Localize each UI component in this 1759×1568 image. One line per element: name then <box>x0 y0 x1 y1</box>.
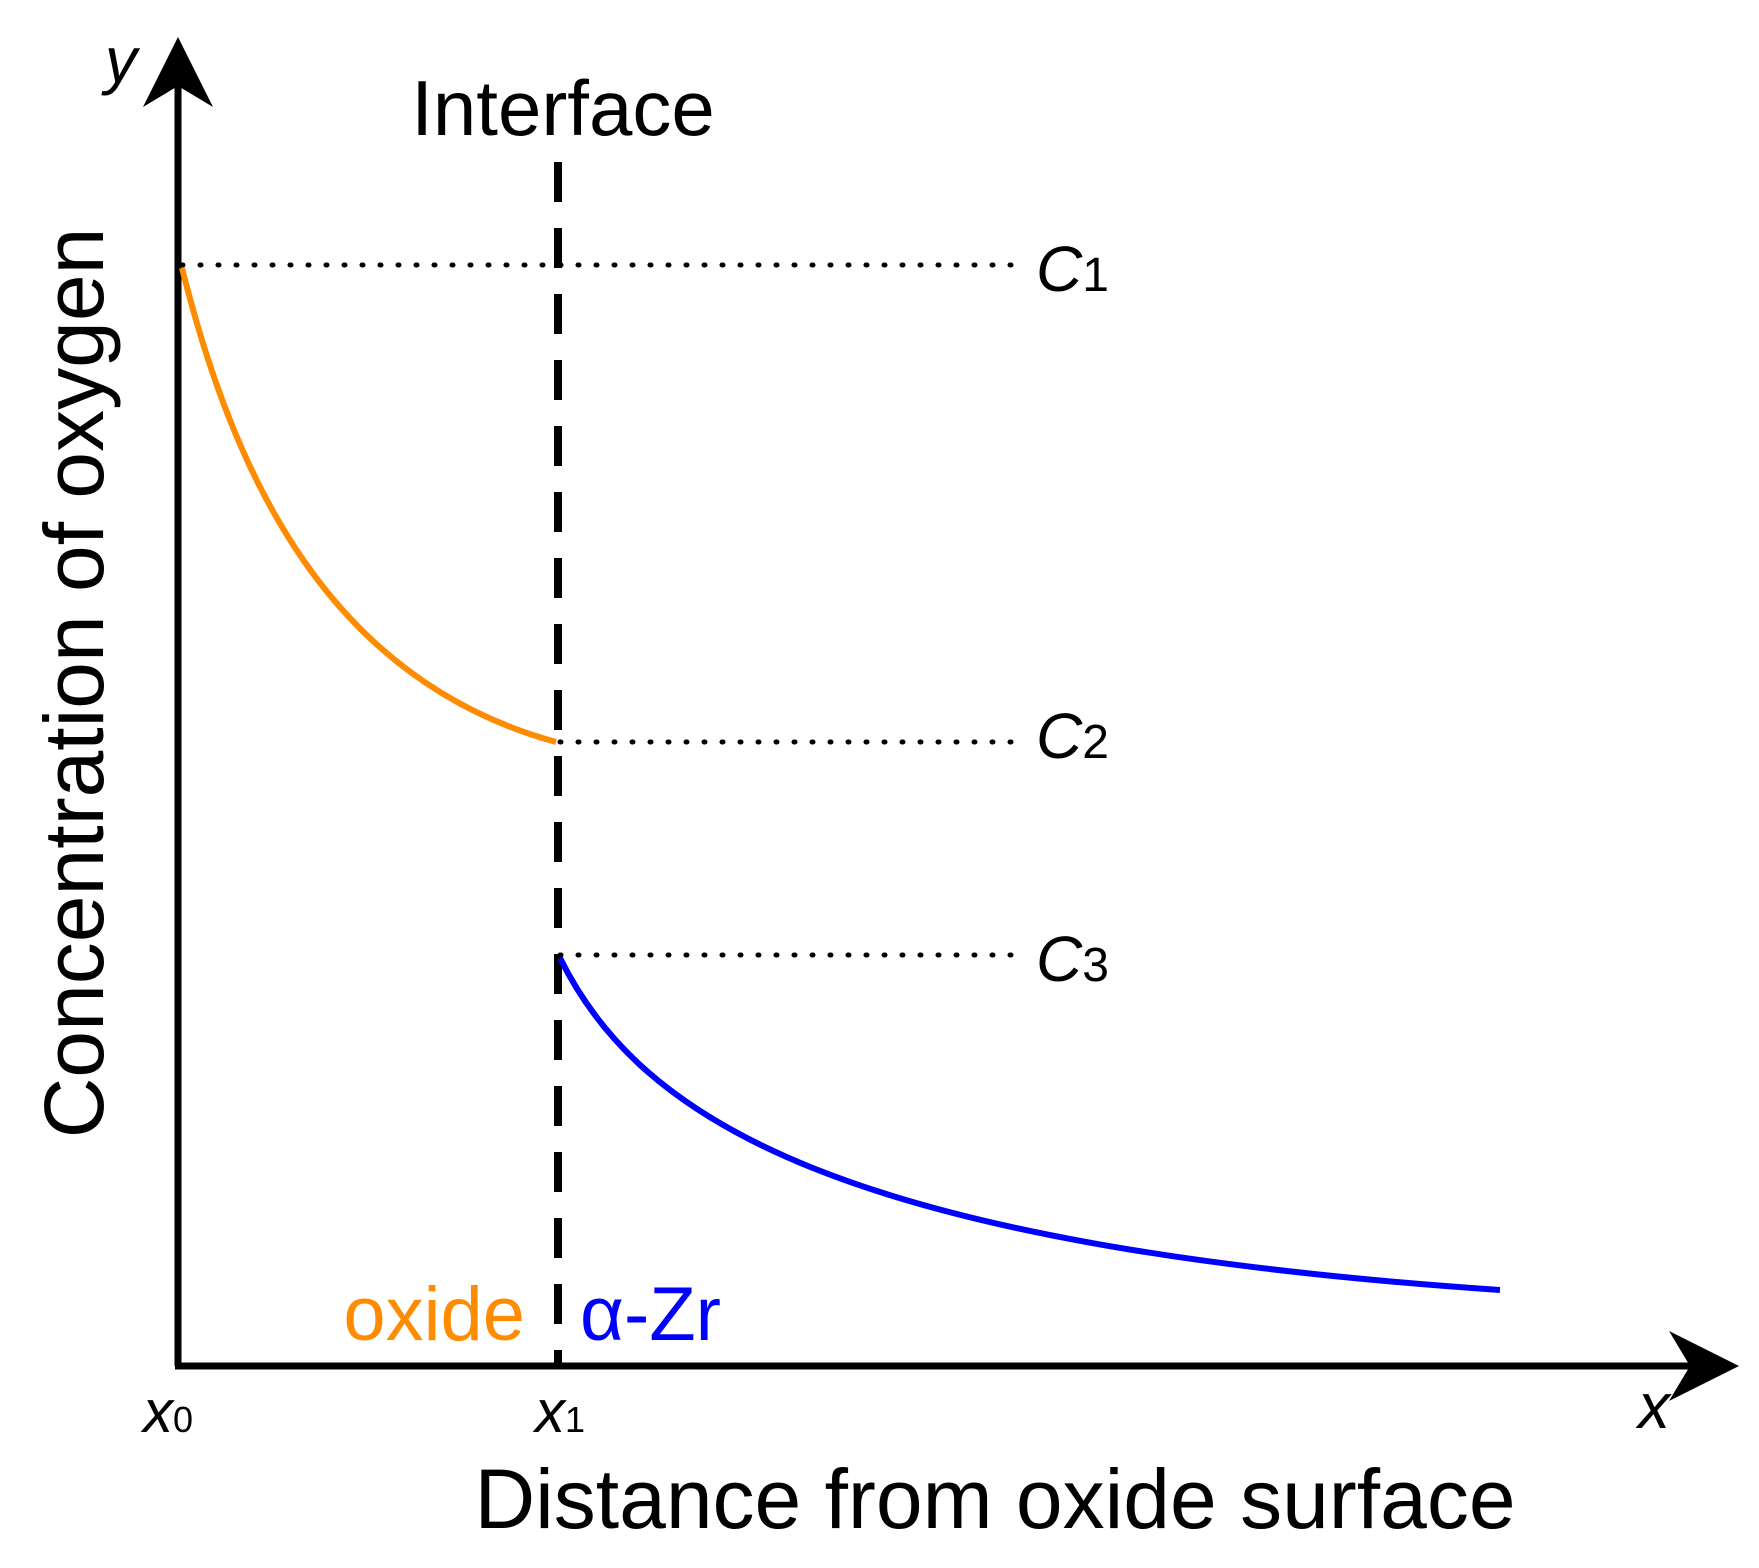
c1-base: C <box>1036 233 1083 305</box>
c3-label: C3 <box>1036 923 1109 995</box>
y-axis-title: Concentration of oxygen <box>27 228 121 1139</box>
x1-label: x1 <box>532 1378 585 1445</box>
alpha-zr-region-label: α-Zr <box>580 1272 721 1357</box>
alpha-zr-concentration-curve <box>557 956 1501 1293</box>
c1-label: C1 <box>1036 233 1109 305</box>
oxide-concentration-curve <box>179 267 557 745</box>
y-axis-symbol: y <box>101 24 141 96</box>
c1-subscript: 1 <box>1082 249 1109 302</box>
x0-base: x <box>140 1378 175 1445</box>
x0-label: x0 <box>140 1378 193 1445</box>
c3-subscript: 3 <box>1082 939 1109 992</box>
x-axis-symbol: x <box>1635 1370 1672 1442</box>
c3-base: C <box>1036 923 1083 995</box>
x-axis-title: Distance from oxide surface <box>474 1452 1515 1546</box>
c2-base: C <box>1036 700 1083 772</box>
oxide-region-label: oxide <box>343 1272 525 1357</box>
c2-subscript: 2 <box>1082 716 1109 769</box>
interface-title: Interface <box>411 64 715 152</box>
x0-subscript: 0 <box>173 1399 193 1440</box>
x1-base: x <box>532 1378 567 1445</box>
c2-label: C2 <box>1036 700 1109 772</box>
x1-subscript: 1 <box>565 1399 585 1440</box>
